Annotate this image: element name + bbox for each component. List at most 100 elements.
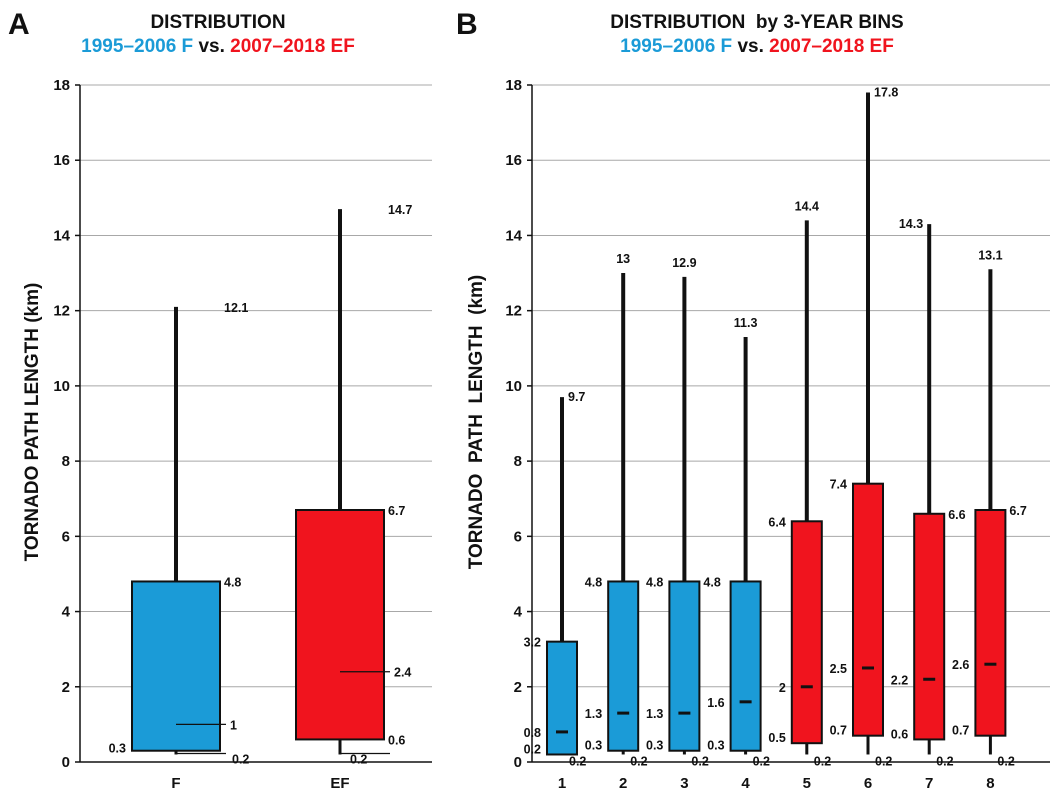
min-label: 0.2: [569, 754, 586, 768]
max-label: 12.1: [224, 301, 248, 315]
panel-b-plot: 02468101214161819.73.20.80.20.22134.81.3…: [505, 77, 1050, 792]
min-label: 0.2: [814, 754, 831, 768]
q1-label: 0.3: [707, 739, 724, 753]
x-category-label: 4: [741, 775, 750, 792]
y-tick-label: 16: [53, 152, 70, 169]
box: [729, 580, 762, 752]
q3-label: 4.8: [646, 575, 663, 589]
panel-a-subtitle-ef: 2007–2018 EF: [230, 36, 355, 57]
y-tick-label: 2: [514, 679, 522, 696]
max-label: 12.9: [672, 256, 696, 270]
box: [913, 512, 946, 741]
y-tick-label: 8: [514, 453, 522, 470]
max-label: 14.3: [899, 217, 923, 231]
panel-b-y-axis-label: TORNADO PATH LENGTH (km): [466, 275, 487, 570]
q3-label: 3.2: [524, 636, 541, 650]
median-label: 1: [230, 718, 237, 732]
median-label: 2: [779, 681, 786, 695]
y-tick-label: 10: [53, 378, 70, 395]
median-label: 2.6: [952, 658, 969, 672]
max-label: 14.7: [388, 203, 412, 217]
panel-a-letter: A: [8, 8, 30, 41]
q3-label: 6.7: [388, 504, 405, 518]
y-tick-label: 6: [62, 528, 70, 545]
q1-label: 0.3: [109, 742, 126, 756]
q1-label: 0.2: [524, 742, 541, 756]
q3-label: 4.8: [224, 575, 241, 589]
x-category-label: 5: [803, 775, 811, 792]
box: [668, 580, 701, 752]
max-label: 13: [616, 252, 630, 266]
panel-a-title: DISTRIBUTION: [150, 12, 285, 33]
y-tick-label: 4: [62, 604, 71, 621]
median-label: 2.4: [394, 666, 411, 680]
x-category-label: 6: [864, 775, 872, 792]
q1-label: 0.6: [891, 727, 908, 741]
y-tick-label: 18: [505, 77, 522, 94]
max-label: 17.8: [874, 86, 898, 100]
median-label: 1.3: [646, 707, 663, 721]
q3-label: 4.8: [585, 575, 602, 589]
box: [295, 509, 385, 741]
box: [974, 509, 1007, 737]
x-category-label: EF: [330, 775, 349, 792]
q3-label: 6.6: [948, 508, 965, 522]
q3-label: 6.4: [768, 515, 785, 529]
y-tick-label: 14: [53, 227, 70, 244]
box: [546, 640, 578, 756]
y-tick-label: 18: [53, 77, 70, 94]
max-label: 9.7: [568, 390, 585, 404]
y-tick-label: 10: [505, 378, 522, 395]
min-label: 0.2: [936, 754, 953, 768]
median-label: 1.6: [707, 696, 724, 710]
q1-label: 0.5: [768, 731, 785, 745]
x-category-label: 7: [925, 775, 933, 792]
y-tick-label: 4: [514, 604, 523, 621]
median-label: 1.3: [585, 707, 602, 721]
q1-label: 0.3: [646, 739, 663, 753]
y-tick-label: 12: [505, 303, 522, 320]
min-label: 0.2: [232, 752, 249, 766]
q1-label: 0.6: [388, 733, 405, 747]
q1-label: 0.7: [830, 724, 847, 738]
panel-b-subtitle: 1995–2006 F vs. 2007–2018 EF: [620, 36, 894, 57]
y-tick-label: 2: [62, 679, 70, 696]
panel-b-subtitle-ef: 2007–2018 EF: [769, 36, 894, 57]
panel-b-subtitle-vs: vs.: [732, 36, 769, 57]
y-tick-label: 8: [62, 453, 70, 470]
q3-label: 6.7: [1009, 504, 1026, 518]
panel-a-subtitle-f: 1995–2006 F: [81, 36, 193, 57]
y-tick-label: 16: [505, 152, 522, 169]
y-tick-label: 14: [505, 227, 522, 244]
y-tick-label: 0: [514, 754, 522, 771]
min-label: 0.2: [997, 754, 1014, 768]
x-category-label: 2: [619, 775, 627, 792]
x-category-label: 3: [680, 775, 688, 792]
y-tick-label: 12: [53, 303, 70, 320]
q3-label: 7.4: [830, 478, 847, 492]
min-label: 0.2: [691, 754, 708, 768]
panel-b-title: DISTRIBUTION by 3-YEAR BINS: [610, 12, 903, 33]
q3-right-label: 4.8: [703, 575, 720, 589]
y-tick-label: 0: [62, 754, 70, 771]
box: [852, 482, 884, 737]
min-label: 0.2: [875, 754, 892, 768]
panel-a-subtitle-vs: vs.: [193, 36, 230, 57]
x-category-label: 1: [558, 775, 566, 792]
median-label: 2.5: [830, 662, 847, 676]
max-label: 14.4: [795, 199, 819, 213]
panel-a-y-axis-label: TORNADO PATH LENGTH (km): [22, 283, 43, 562]
q1-label: 0.7: [952, 724, 969, 738]
min-label: 0.2: [630, 754, 647, 768]
x-category-label: F: [171, 775, 180, 792]
y-tick-label: 6: [514, 528, 522, 545]
panel-a-plot: 0 2 4 6 8 10 12 14 16 18 F 12.1 4.8 1 0.3 0.2 EF 14.7 6.7 2…: [53, 77, 432, 792]
median-label: 0.8: [524, 726, 541, 740]
panel-b-subtitle-f: 1995–2006 F: [620, 36, 732, 57]
box: [131, 580, 221, 752]
q1-label: 0.3: [585, 739, 602, 753]
box: [607, 580, 640, 752]
max-label: 11.3: [734, 316, 758, 330]
box: [790, 520, 823, 745]
